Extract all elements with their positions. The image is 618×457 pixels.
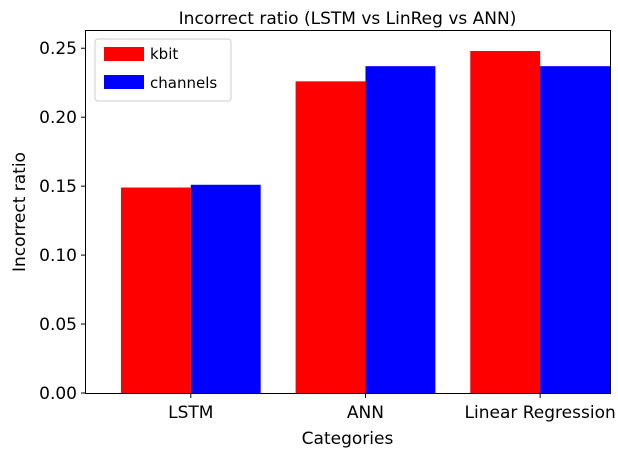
legend-swatch-channels (104, 75, 144, 89)
chart-title: Incorrect ratio (LSTM vs LinReg vs ANN) (179, 9, 517, 29)
bar-channels-linear-regression (540, 66, 610, 393)
legend: kbit channels (95, 39, 231, 101)
x-tick-label: ANN (347, 403, 384, 423)
x-tick-label: LSTM (168, 403, 213, 423)
y-tick-label: 0.10 (39, 246, 77, 266)
legend-label-kbit: kbit (150, 45, 178, 63)
y-tick-label: 0.00 (39, 384, 77, 404)
x-tick-label: Linear Regression (465, 403, 616, 423)
bar-channels-lstm (191, 185, 261, 393)
y-tick-label: 0.15 (39, 177, 77, 197)
bars-group (121, 51, 610, 393)
bar-kbit-lstm (121, 188, 191, 393)
y-tick-label: 0.20 (39, 108, 77, 128)
x-axis-label: Categories (302, 429, 394, 449)
y-axis-label: Incorrect ratio (10, 152, 30, 272)
bar-channels-ann (365, 66, 435, 393)
y-tick-label: 0.25 (39, 39, 77, 59)
bar-kbit-linear-regression (470, 51, 540, 393)
legend-label-channels: channels (150, 74, 217, 92)
x-axis-ticks: LSTM ANN Linear Regression (168, 393, 616, 423)
y-axis-ticks: 0.00 0.05 0.10 0.15 0.20 0.25 (39, 39, 86, 404)
bar-kbit-ann (296, 81, 366, 393)
y-tick-label: 0.05 (39, 315, 77, 335)
legend-swatch-kbit (104, 47, 144, 61)
